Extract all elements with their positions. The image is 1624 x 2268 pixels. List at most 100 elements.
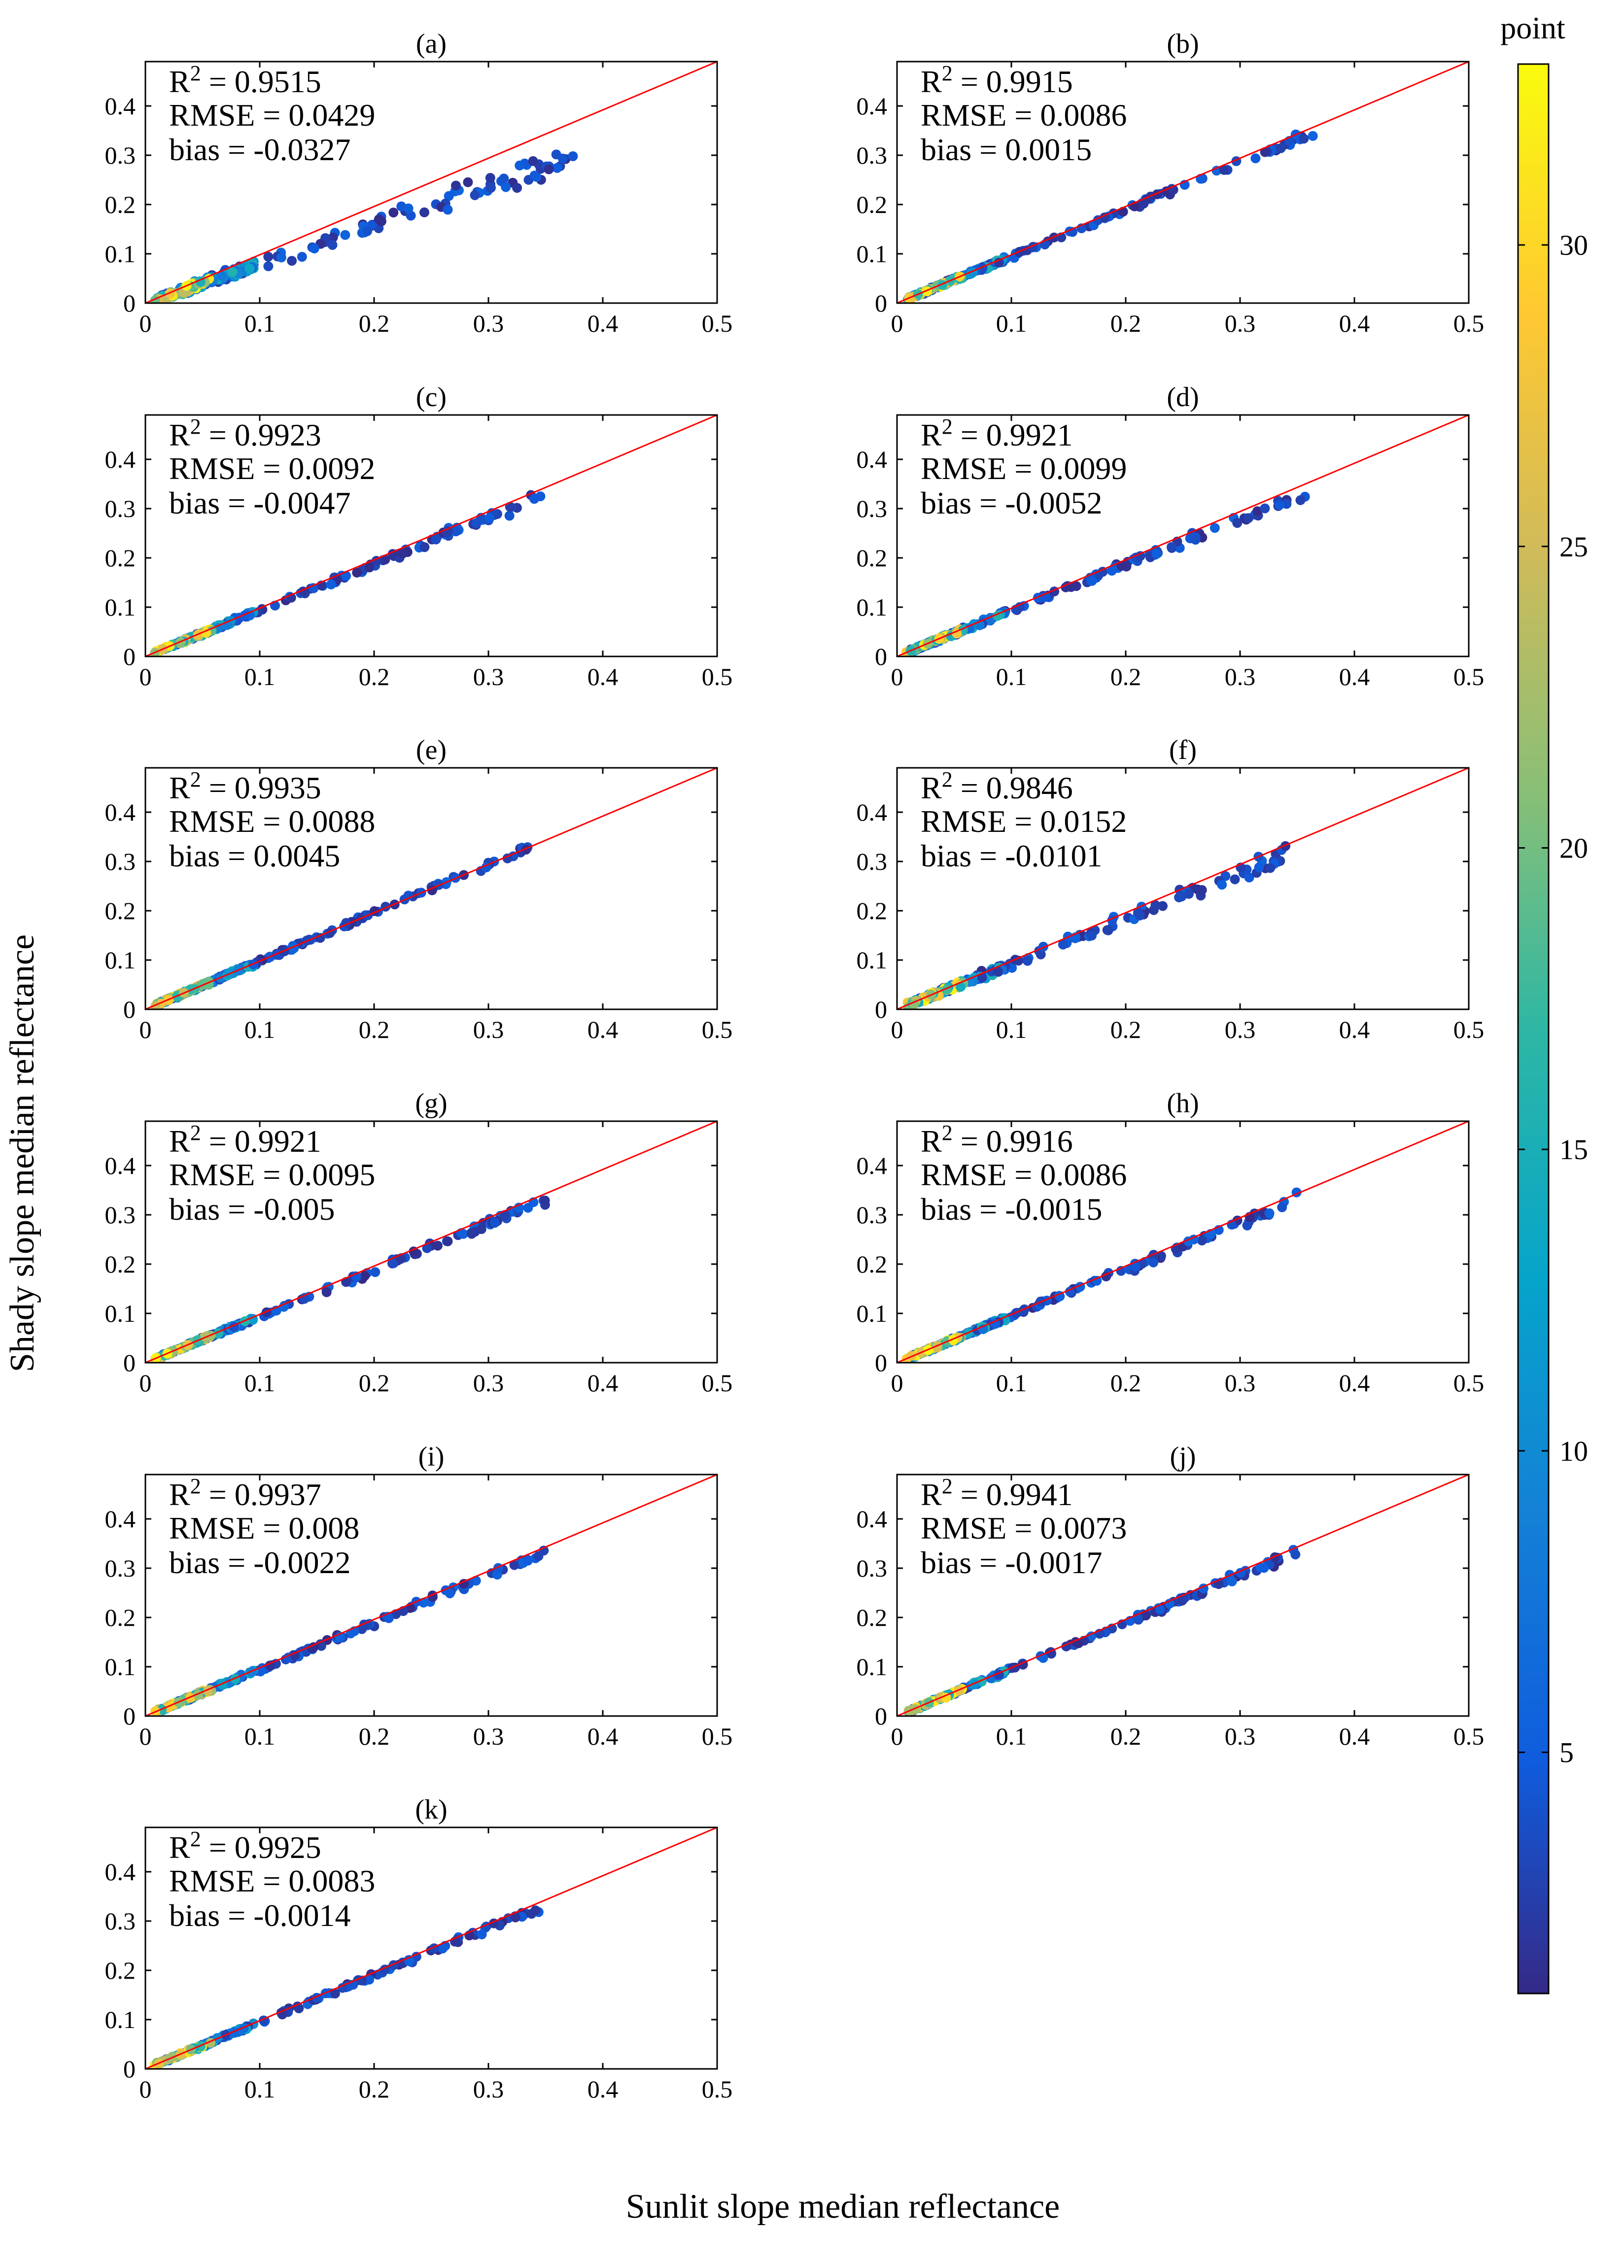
axes-frame: [144, 1120, 718, 1364]
scatter-point: [1087, 930, 1097, 941]
x-tick-label: 0: [139, 663, 152, 690]
scatter-point: [1151, 549, 1162, 559]
x-tick-label: 0: [139, 1369, 152, 1397]
y-tick-label: 0: [875, 1349, 887, 1376]
x-tick-label: 0.1: [996, 663, 1027, 690]
x-tick-label: 0.5: [1453, 309, 1485, 337]
scatter-point: [467, 1229, 477, 1239]
scatter-point: [956, 982, 966, 992]
x-tick-label: 0.3: [473, 663, 504, 690]
scatter-point: [326, 579, 336, 589]
rmse-annotation: RMSE = 0.0086: [921, 98, 1127, 133]
r2-annotation: R2 = 0.9923: [169, 414, 321, 453]
scatter-point: [941, 1692, 951, 1703]
scatter-point: [1209, 523, 1220, 533]
panel-e: (e) 0 0.1 0.2 0.3 0.4 0.5 0 0.1 0.2 0.3 0.4 R2 = 0.9…: [105, 735, 733, 1043]
scatter-point: [485, 172, 495, 183]
scatter-point: [443, 205, 453, 215]
bias-annotation: bias = 0.0015: [921, 132, 1092, 167]
colorbar-gradient: [1517, 63, 1550, 1994]
bias-annotation: bias = -0.005: [169, 1192, 335, 1227]
r2-annotation: R2 = 0.9515: [169, 61, 321, 100]
scatter-point: [263, 261, 274, 272]
scatter-point: [403, 203, 414, 213]
scatter-point: [1167, 542, 1176, 552]
scatter-point: [952, 628, 962, 639]
r2-annotation: R2 = 0.9916: [921, 1121, 1073, 1159]
scatter-point: [1039, 592, 1049, 602]
x-tick-label: 0.5: [1453, 663, 1485, 690]
bias-annotation: bias = -0.0022: [169, 1545, 351, 1580]
x-tick-label: 0.2: [1110, 1016, 1141, 1043]
scatter-point: [340, 230, 350, 240]
scatter-point: [477, 1929, 487, 1940]
x-tick-label: 0.2: [359, 663, 390, 690]
scatter-point: [419, 207, 429, 217]
y-tick-label: 0.2: [105, 191, 136, 218]
y-tick-label: 0.1: [105, 240, 136, 268]
scatter-point: [458, 1229, 469, 1239]
scatter-point: [1092, 1275, 1102, 1286]
identity-line: [145, 768, 717, 1009]
bias-annotation: bias = -0.0327: [169, 132, 351, 167]
y-tick-label: 0.3: [105, 1554, 136, 1582]
x-tick-label: 0: [891, 1016, 903, 1043]
x-tick-label: 0.5: [1453, 1369, 1485, 1397]
x-tick-label: 0.2: [359, 1369, 390, 1397]
scatter-point: [308, 583, 318, 593]
identity-line: [145, 415, 717, 656]
bias-annotation: bias = -0.0014: [169, 1898, 351, 1933]
x-tick-label: 0.3: [473, 309, 504, 337]
colorbar-tick-label: 25: [1559, 531, 1588, 563]
scatter-point: [530, 1905, 541, 1916]
y-tick-label: 0.2: [105, 1957, 136, 1984]
panel-f: (f) 0 0.1 0.2 0.3 0.4 0.5 0 0.1 0.2 0.3 0.4 R2 = 0.9…: [857, 735, 1485, 1043]
y-tick-label: 0.3: [857, 1201, 888, 1229]
y-tick-label: 0: [875, 643, 887, 670]
y-axis-label: Shady slope median reflectance: [3, 934, 41, 1372]
scatter-point: [1150, 900, 1161, 910]
scatter-point: [327, 240, 338, 250]
scatter-point: [431, 534, 441, 545]
x-tick-label: 0.3: [473, 1369, 504, 1397]
scatter-point: [1219, 165, 1229, 175]
x-tick-label: 0.4: [1339, 1722, 1370, 1750]
scatter-point: [489, 1218, 500, 1228]
y-tick-label: 0: [875, 289, 887, 317]
x-tick-label: 0.2: [1110, 1369, 1141, 1397]
x-tick-label: 0: [891, 663, 903, 690]
panels-group: (a) 0 0.1 0.2 0.3 0.4 0.5 0 0.1 0.2 0.3 0.4 R2 = 0.9…: [105, 29, 1485, 2103]
x-tick-label: 0.1: [996, 1369, 1027, 1397]
y-tick-label: 0.4: [105, 446, 136, 473]
y-tick-label: 0.2: [857, 1250, 888, 1278]
panel-title: (g): [415, 1088, 447, 1119]
x-tick-label: 0.4: [587, 1369, 619, 1397]
x-tick-label: 0.2: [359, 1722, 390, 1750]
scatter-point: [544, 164, 554, 174]
scatter-point: [484, 513, 495, 523]
x-tick-label: 0: [139, 2075, 152, 2103]
y-tick-label: 0.4: [105, 1152, 136, 1179]
scatter-point: [1133, 907, 1143, 918]
panel-title: (i): [418, 1442, 445, 1472]
y-tick-label: 0.1: [105, 593, 136, 621]
rmse-annotation: RMSE = 0.0099: [921, 451, 1127, 486]
scatter-point: [1232, 518, 1243, 528]
y-tick-label: 0.1: [857, 593, 888, 621]
axes-frame: [896, 767, 1470, 1010]
scatter-point: [398, 549, 408, 559]
scatter-point: [528, 156, 538, 166]
scatter-point: [1130, 1262, 1140, 1272]
rmse-annotation: RMSE = 0.0429: [169, 98, 375, 133]
scatter-point: [451, 180, 461, 191]
panel-title: (f): [1169, 735, 1197, 765]
scatter-point: [459, 1579, 469, 1589]
y-tick-label: 0: [123, 289, 136, 317]
scatter-point: [1259, 1563, 1269, 1573]
x-tick-label: 0.3: [1225, 1722, 1256, 1750]
axes-frame: [896, 61, 1470, 304]
scatter-point: [1197, 885, 1207, 895]
r2-annotation: R2 = 0.9915: [921, 61, 1073, 100]
scatter-point: [1227, 1576, 1237, 1586]
scatter-point: [486, 183, 496, 193]
